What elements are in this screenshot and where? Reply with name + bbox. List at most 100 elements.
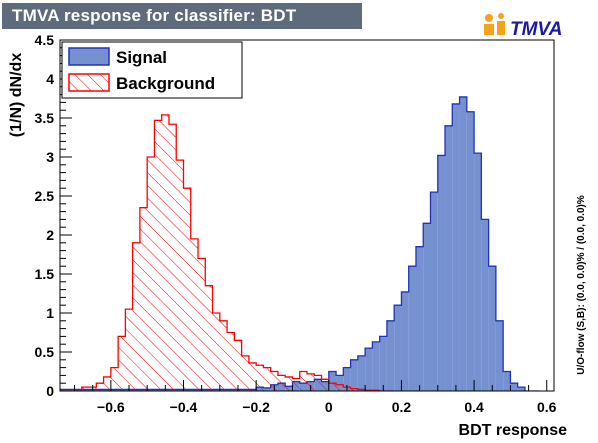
signal-bin xyxy=(372,341,380,391)
signal-bin xyxy=(510,383,518,391)
x-tick-label: −0.4 xyxy=(170,399,198,415)
background-bin xyxy=(307,373,315,391)
x-tick-label: −0.6 xyxy=(97,399,125,415)
background-bin xyxy=(118,336,126,391)
background-bin xyxy=(248,362,257,391)
background-bin xyxy=(139,207,148,391)
background-bin xyxy=(270,371,278,391)
background-bin xyxy=(154,120,162,391)
signal-bin xyxy=(423,223,431,391)
y-tick-label: 4.5 xyxy=(35,32,55,48)
background-bin xyxy=(176,160,184,391)
signal-bin xyxy=(488,266,496,391)
y-tick-label: 3.5 xyxy=(35,110,55,126)
y-tick-label: 3 xyxy=(46,149,54,165)
background-bin xyxy=(277,375,286,391)
logo-person-head-icon xyxy=(485,14,493,22)
signal-bin xyxy=(365,348,373,391)
legend: Signal Background xyxy=(61,41,243,99)
background-bin xyxy=(103,376,111,391)
signal-bin xyxy=(394,305,402,391)
signal-bin xyxy=(379,336,387,391)
background-bin xyxy=(205,285,213,391)
signal-bin xyxy=(481,219,489,391)
legend-label-background: Background xyxy=(116,74,215,93)
logo-person-head2-icon xyxy=(498,13,504,19)
y-tick-label: 2 xyxy=(46,227,54,243)
background-bin xyxy=(350,388,358,391)
y-tick-label: 2.5 xyxy=(35,188,55,204)
background-bin xyxy=(183,188,191,391)
background-outline xyxy=(60,114,395,391)
background-bin xyxy=(328,383,337,391)
background-bin xyxy=(241,355,249,391)
background-bin xyxy=(234,340,242,391)
background-bin xyxy=(336,384,344,391)
signal-bin xyxy=(437,155,446,391)
background-bin xyxy=(96,383,104,391)
background-bin xyxy=(161,114,169,391)
signal-bin xyxy=(430,192,438,391)
background-bin xyxy=(110,367,119,391)
x-tick-label: 0.2 xyxy=(392,399,412,415)
background-bin xyxy=(219,320,228,391)
background-bin xyxy=(212,313,220,391)
background-bin xyxy=(292,378,300,391)
background-bin xyxy=(285,376,293,391)
logo-person-body-icon xyxy=(484,24,494,35)
signal-bin xyxy=(328,371,337,391)
signal-bin xyxy=(459,96,467,391)
x-tick-label: 0.6 xyxy=(537,399,557,415)
signal-bin xyxy=(517,387,525,391)
background-bin xyxy=(256,365,264,391)
background-bin xyxy=(81,387,90,391)
y-axis-label: (1/N) dN/dx xyxy=(8,53,25,138)
background-bin xyxy=(263,367,271,391)
logo-person-body2-icon xyxy=(497,21,505,35)
signal-bin xyxy=(343,367,351,391)
background-bin xyxy=(168,124,177,391)
legend-swatch-background xyxy=(68,73,110,92)
background-histogram xyxy=(60,114,395,391)
signal-bin xyxy=(336,375,344,391)
background-bin xyxy=(357,389,366,391)
overflow-label: U/O-flow (S,B): (0.0, 0.0)% / (0.0, 0.0)… xyxy=(576,195,587,375)
chart-title: TMVA response for classifier: BDT xyxy=(12,6,297,25)
signal-bin xyxy=(495,320,504,391)
signal-bin xyxy=(401,291,409,391)
legend-label-signal: Signal xyxy=(116,48,167,67)
signal-bin xyxy=(386,320,395,391)
background-bin xyxy=(147,157,155,391)
signal-bin xyxy=(452,103,460,391)
signal-bin xyxy=(445,125,453,391)
background-bin xyxy=(190,238,199,391)
y-tick-label: 0 xyxy=(46,383,54,399)
chart-title-box: TMVA response for classifier: BDT xyxy=(2,3,362,29)
logo-text: TMVA xyxy=(510,19,562,40)
x-tick-label: 0 xyxy=(325,399,333,415)
background-bin xyxy=(227,332,235,391)
signal-bin xyxy=(415,246,424,391)
axes: −0.6 −0.4 −0.2 0 0.2 0.4 0.6 0 0.5 1 1.5 2 2.5 3 3.5 4 4… xyxy=(35,32,557,415)
y-tick-label: 4 xyxy=(46,71,54,87)
signal-bin xyxy=(350,359,358,391)
signal-bin xyxy=(503,371,511,391)
y-tick-label: 1 xyxy=(46,305,54,321)
background-bin xyxy=(125,309,133,391)
plot-frame xyxy=(59,39,555,392)
signal-bin xyxy=(466,111,475,391)
x-tick-label: −0.2 xyxy=(242,399,270,415)
background-bin xyxy=(299,371,307,391)
background-bin xyxy=(198,258,206,391)
signal-bin xyxy=(357,355,366,391)
x-axis-label: BDT response xyxy=(459,422,568,439)
background-bin xyxy=(132,242,140,391)
background-bin xyxy=(314,375,322,391)
tmva-logo: TMVA xyxy=(484,13,562,40)
y-tick-label: 0.5 xyxy=(35,344,55,360)
y-tick-label: 1.5 xyxy=(35,266,55,282)
signal-bin xyxy=(474,153,482,391)
x-tick-label: 0.4 xyxy=(464,399,484,415)
signal-bin xyxy=(408,266,416,391)
